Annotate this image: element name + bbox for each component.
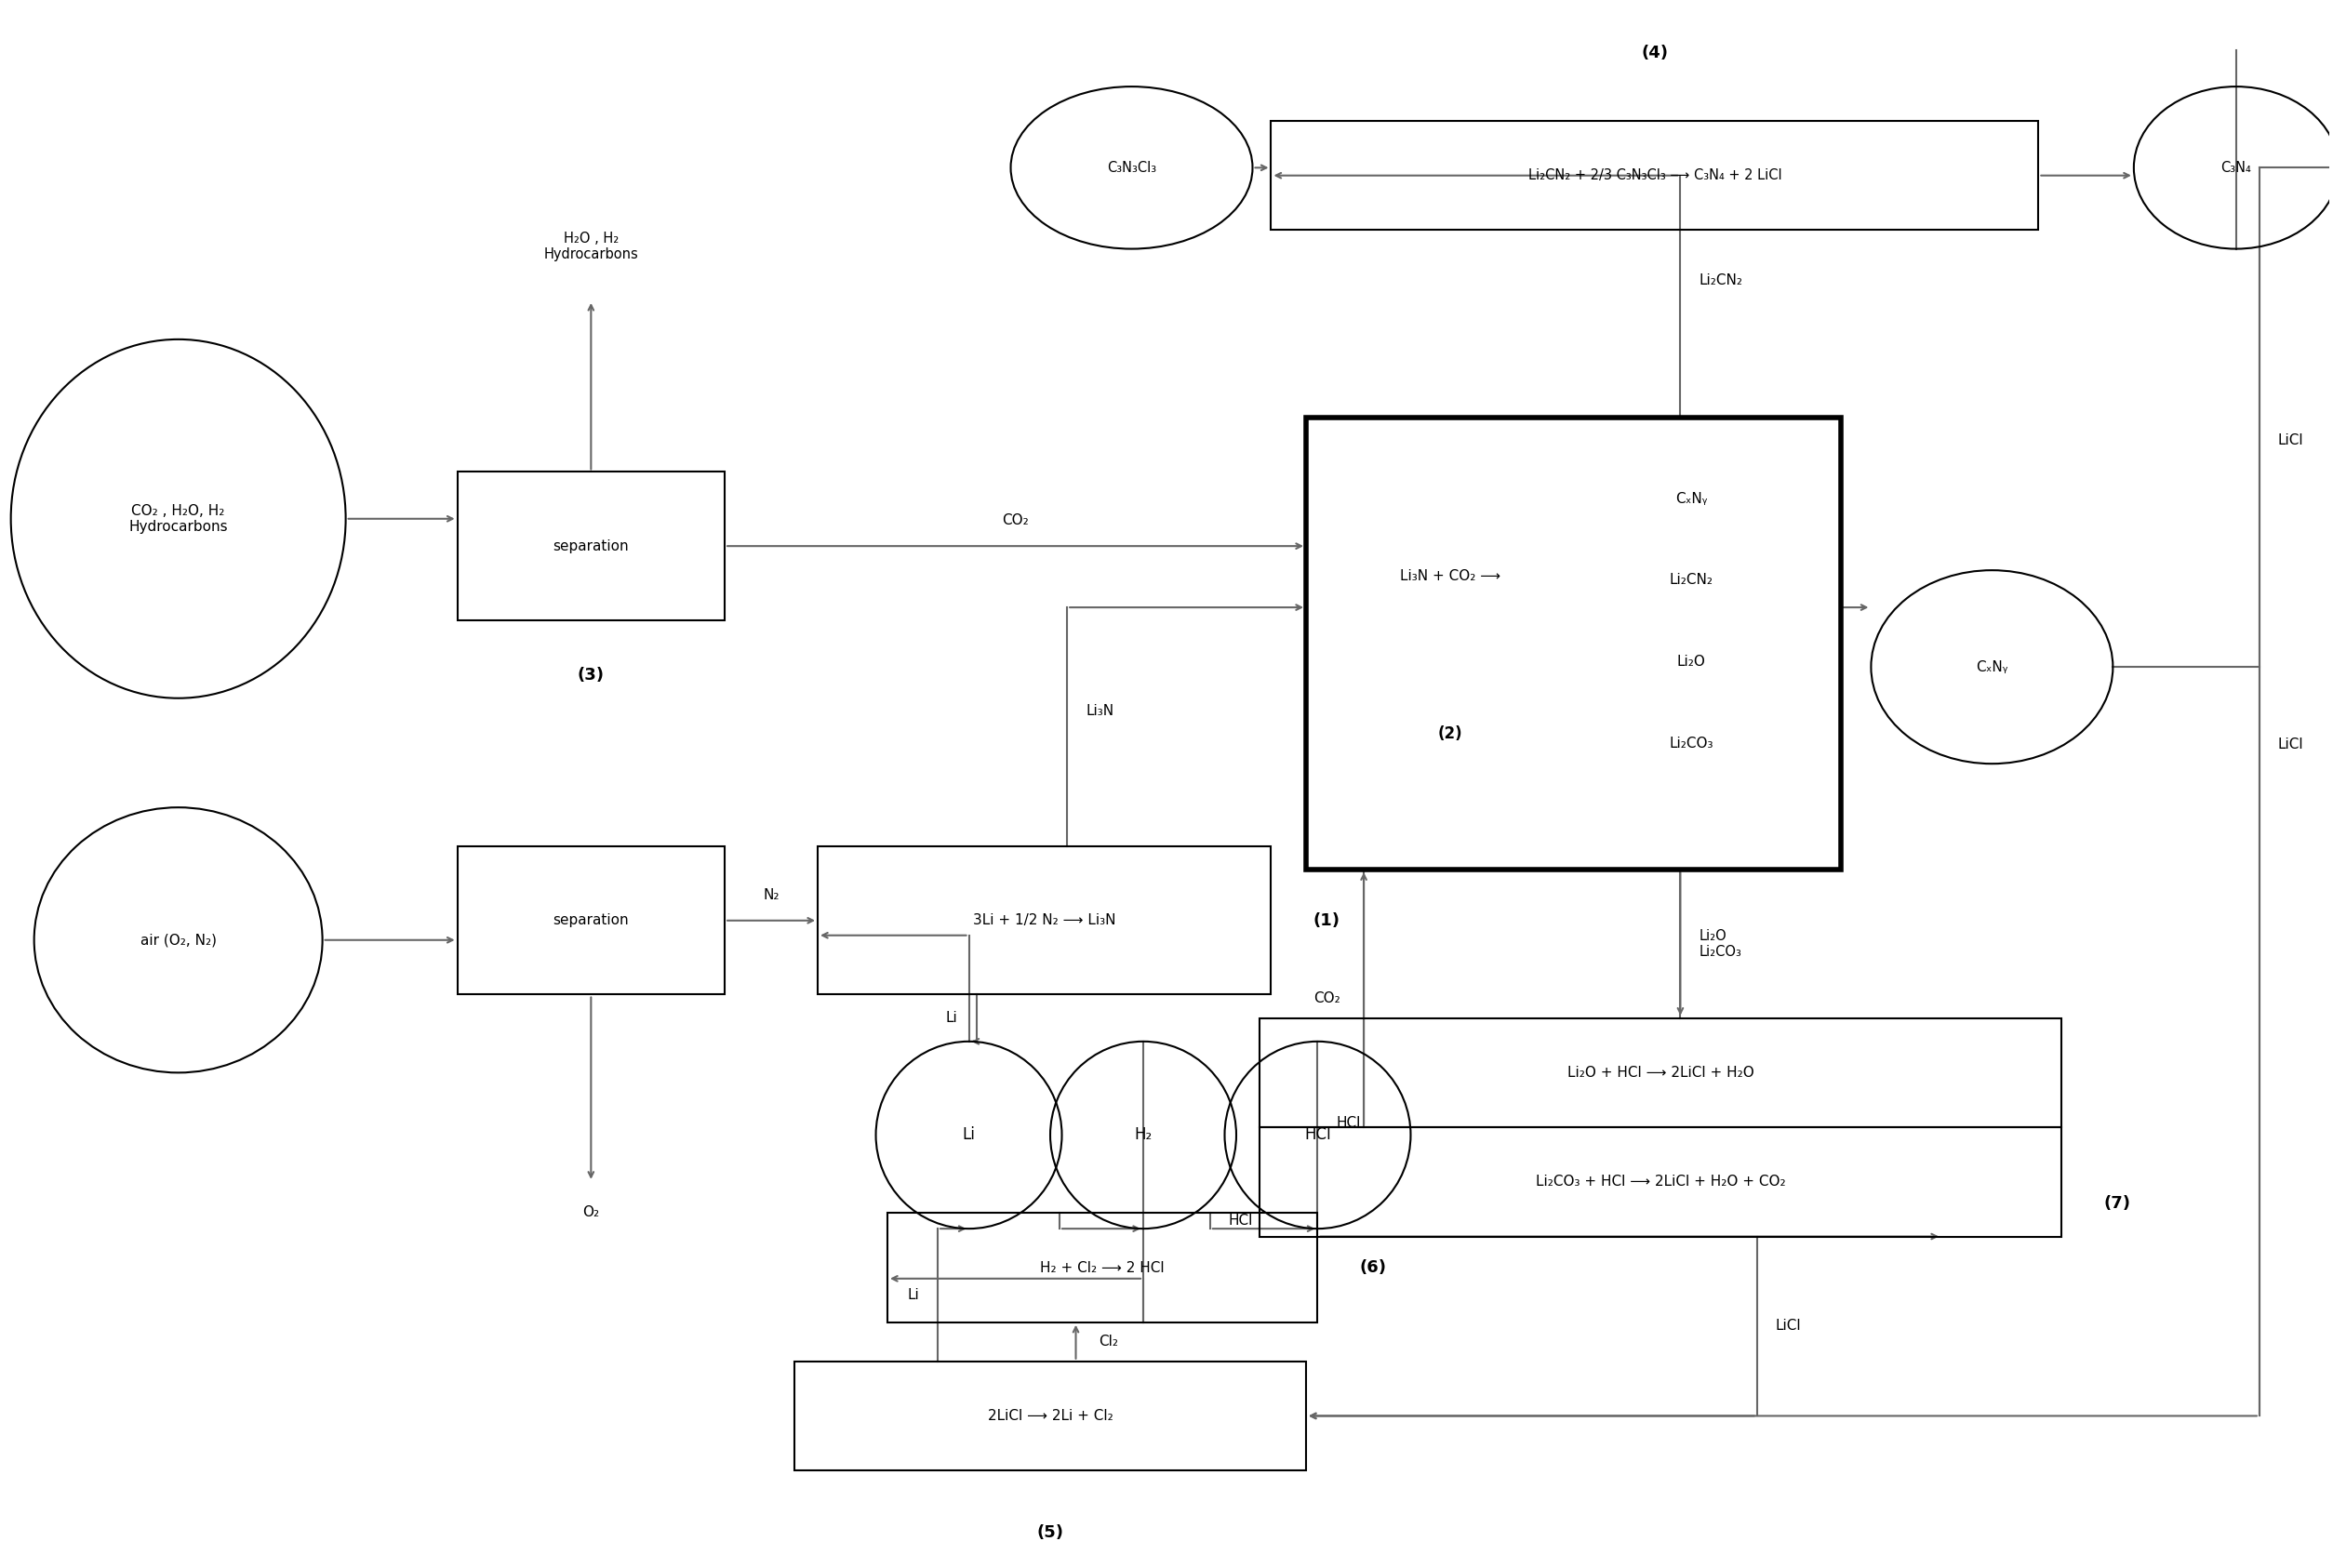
Text: (1): (1) <box>1313 913 1339 928</box>
Text: CO₂: CO₂ <box>1313 991 1341 1005</box>
Text: Li₂CN₂ + 2/3 C₃N₃Cl₃ ⟶ C₃N₄ + 2 LiCl: Li₂CN₂ + 2/3 C₃N₃Cl₃ ⟶ C₃N₄ + 2 LiCl <box>1528 168 1782 182</box>
Text: CₓNᵧ: CₓNᵧ <box>1675 492 1708 506</box>
Bar <box>817 847 1271 994</box>
Text: air (O₂, N₂): air (O₂, N₂) <box>140 933 217 947</box>
Text: separation: separation <box>553 914 630 928</box>
Text: Li₂O
Li₂CO₃: Li₂O Li₂CO₃ <box>1698 928 1743 960</box>
Text: Li₂O: Li₂O <box>1677 655 1705 668</box>
Text: Li₂CN₂: Li₂CN₂ <box>1698 274 1743 289</box>
Text: LiCl: LiCl <box>2277 737 2303 751</box>
Bar <box>1260 1127 2062 1237</box>
Text: H₂: H₂ <box>1134 1127 1153 1143</box>
Bar <box>457 472 726 621</box>
Text: Cl₂: Cl₂ <box>1099 1334 1118 1348</box>
Text: HCl: HCl <box>1229 1214 1253 1228</box>
Text: Li₂CO₃: Li₂CO₃ <box>1668 735 1712 750</box>
Text: Li: Li <box>908 1287 919 1301</box>
Text: Li: Li <box>945 1011 959 1025</box>
Text: Li₂CO₃ + HCl ⟶ 2LiCl + H₂O + CO₂: Li₂CO₃ + HCl ⟶ 2LiCl + H₂O + CO₂ <box>1535 1174 1785 1189</box>
Bar <box>796 1361 1306 1471</box>
Text: Li₂O + HCl ⟶ 2LiCl + H₂O: Li₂O + HCl ⟶ 2LiCl + H₂O <box>1568 1066 1754 1080</box>
Text: CO₂: CO₂ <box>1001 513 1029 527</box>
Text: separation: separation <box>553 539 630 554</box>
Text: H₂O , H₂
Hydrocarbons: H₂O , H₂ Hydrocarbons <box>544 230 639 262</box>
Text: C₃N₃Cl₃: C₃N₃Cl₃ <box>1106 162 1157 174</box>
Text: (6): (6) <box>1360 1259 1386 1276</box>
Text: H₂ + Cl₂ ⟶ 2 HCl: H₂ + Cl₂ ⟶ 2 HCl <box>1041 1261 1164 1275</box>
Text: CO₂ , H₂O, H₂
Hydrocarbons: CO₂ , H₂O, H₂ Hydrocarbons <box>128 503 229 533</box>
Bar <box>1260 1018 2062 1127</box>
Text: (5): (5) <box>1036 1524 1064 1541</box>
Text: C₃N₄: C₃N₄ <box>2221 162 2251 174</box>
Text: Li: Li <box>964 1127 975 1143</box>
Text: LiCl: LiCl <box>1775 1319 1801 1333</box>
Text: 2LiCl ⟶ 2Li + Cl₂: 2LiCl ⟶ 2Li + Cl₂ <box>987 1410 1113 1422</box>
Text: Li₂CN₂: Li₂CN₂ <box>1668 574 1712 586</box>
Text: Li₃N + CO₂ ⟶: Li₃N + CO₂ ⟶ <box>1400 569 1500 583</box>
Text: (2): (2) <box>1437 726 1463 742</box>
Text: 3Li + 1/2 N₂ ⟶ Li₃N: 3Li + 1/2 N₂ ⟶ Li₃N <box>973 914 1115 928</box>
Text: N₂: N₂ <box>763 887 779 902</box>
Bar <box>1306 417 1841 870</box>
Text: (3): (3) <box>579 666 604 684</box>
Text: (7): (7) <box>2104 1195 2130 1212</box>
Text: (4): (4) <box>1642 45 1668 61</box>
Bar <box>1271 121 2039 230</box>
Text: O₂: O₂ <box>583 1206 600 1220</box>
Text: HCl: HCl <box>1304 1127 1330 1143</box>
Text: LiCl: LiCl <box>2277 434 2303 448</box>
Text: Li₃N: Li₃N <box>1085 704 1113 718</box>
Bar <box>887 1214 1318 1322</box>
Text: CₓNᵧ: CₓNᵧ <box>1976 660 2009 674</box>
Bar <box>457 847 726 994</box>
Text: HCl: HCl <box>1337 1116 1360 1131</box>
